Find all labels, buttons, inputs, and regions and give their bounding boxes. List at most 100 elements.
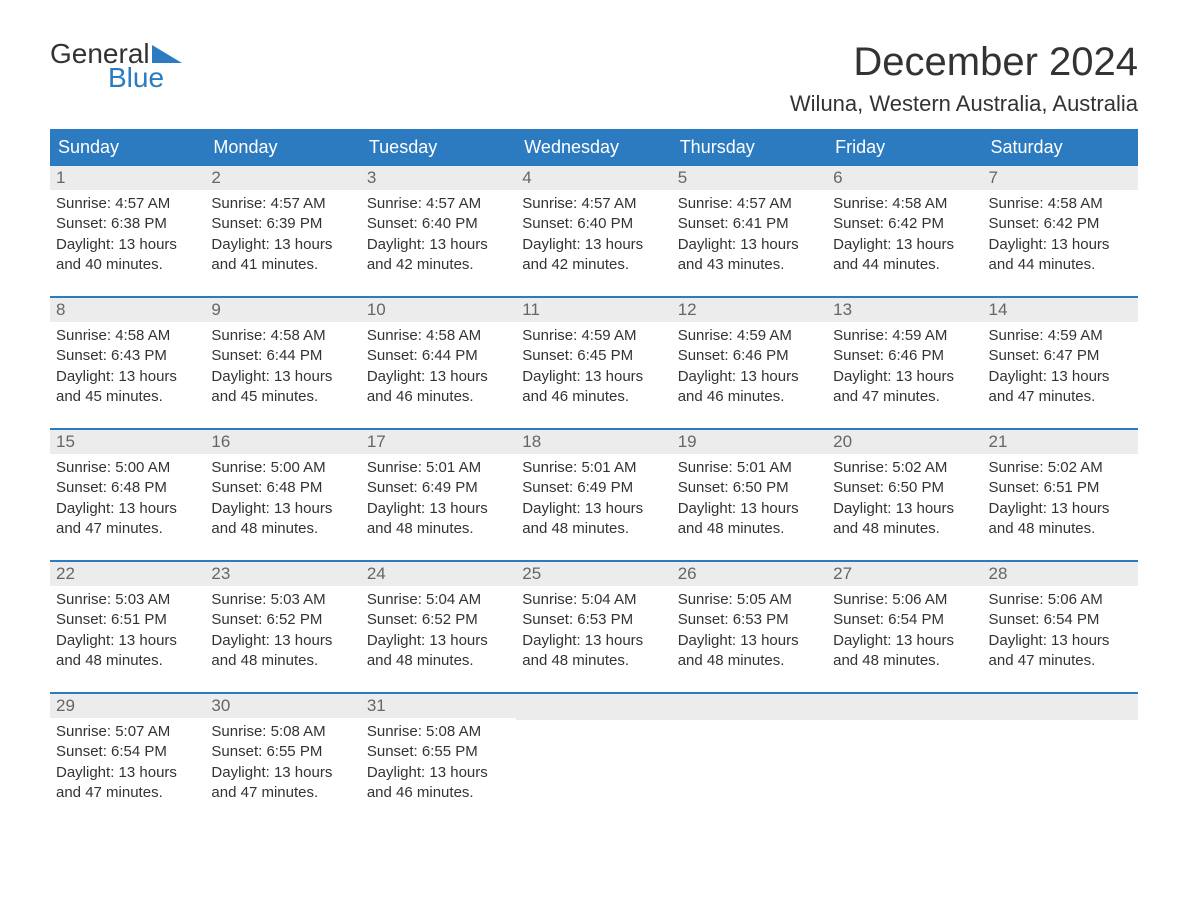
sunset-text: Sunset: 6:52 PM — [367, 610, 510, 630]
sunrise-text: Sunrise: 4:58 AM — [367, 326, 510, 346]
daylight-text: Daylight: 13 hours and 41 minutes. — [211, 235, 354, 276]
day-header-sunday: Sunday — [50, 129, 205, 166]
day-number: 6 — [827, 166, 982, 190]
day-cell: 10Sunrise: 4:58 AMSunset: 6:44 PMDayligh… — [361, 298, 516, 428]
sunrise-text: Sunrise: 5:07 AM — [56, 722, 199, 742]
sunset-text: Sunset: 6:50 PM — [833, 478, 976, 498]
day-number: 24 — [361, 562, 516, 586]
daylight-text: Daylight: 13 hours and 48 minutes. — [989, 499, 1132, 540]
sunrise-text: Sunrise: 5:02 AM — [833, 458, 976, 478]
day-number: 15 — [50, 430, 205, 454]
day-content: Sunrise: 5:01 AMSunset: 6:50 PMDaylight:… — [672, 454, 827, 555]
sunrise-text: Sunrise: 5:00 AM — [211, 458, 354, 478]
day-cell — [672, 694, 827, 824]
logo-text-blue: Blue — [108, 64, 164, 92]
location-text: Wiluna, Western Australia, Australia — [790, 91, 1138, 117]
day-number: 25 — [516, 562, 671, 586]
day-content: Sunrise: 4:58 AMSunset: 6:42 PMDaylight:… — [827, 190, 982, 291]
day-header-thursday: Thursday — [672, 129, 827, 166]
title-block: December 2024 Wiluna, Western Australia,… — [790, 40, 1138, 117]
day-cell — [827, 694, 982, 824]
day-number: 30 — [205, 694, 360, 718]
daylight-text: Daylight: 13 hours and 46 minutes. — [367, 763, 510, 804]
daylight-text: Daylight: 13 hours and 47 minutes. — [989, 367, 1132, 408]
day-cell: 14Sunrise: 4:59 AMSunset: 6:47 PMDayligh… — [983, 298, 1138, 428]
day-number: 8 — [50, 298, 205, 322]
sunrise-text: Sunrise: 4:59 AM — [678, 326, 821, 346]
daylight-text: Daylight: 13 hours and 47 minutes. — [833, 367, 976, 408]
day-number: 31 — [361, 694, 516, 718]
day-number: 28 — [983, 562, 1138, 586]
sunset-text: Sunset: 6:48 PM — [211, 478, 354, 498]
day-number: 10 — [361, 298, 516, 322]
sunset-text: Sunset: 6:51 PM — [989, 478, 1132, 498]
day-cell: 4Sunrise: 4:57 AMSunset: 6:40 PMDaylight… — [516, 166, 671, 296]
day-number: 1 — [50, 166, 205, 190]
day-number: 26 — [672, 562, 827, 586]
day-number — [516, 694, 671, 720]
day-number: 18 — [516, 430, 671, 454]
day-content: Sunrise: 5:06 AMSunset: 6:54 PMDaylight:… — [827, 586, 982, 687]
day-cell: 19Sunrise: 5:01 AMSunset: 6:50 PMDayligh… — [672, 430, 827, 560]
day-header-saturday: Saturday — [983, 129, 1138, 166]
day-cell: 21Sunrise: 5:02 AMSunset: 6:51 PMDayligh… — [983, 430, 1138, 560]
sunrise-text: Sunrise: 4:58 AM — [211, 326, 354, 346]
day-cell: 27Sunrise: 5:06 AMSunset: 6:54 PMDayligh… — [827, 562, 982, 692]
sunrise-text: Sunrise: 5:04 AM — [522, 590, 665, 610]
sunrise-text: Sunrise: 5:08 AM — [211, 722, 354, 742]
day-content: Sunrise: 4:57 AMSunset: 6:40 PMDaylight:… — [516, 190, 671, 291]
sunrise-text: Sunrise: 4:58 AM — [989, 194, 1132, 214]
day-content: Sunrise: 5:02 AMSunset: 6:51 PMDaylight:… — [983, 454, 1138, 555]
daylight-text: Daylight: 13 hours and 48 minutes. — [833, 631, 976, 672]
day-content: Sunrise: 4:58 AMSunset: 6:44 PMDaylight:… — [205, 322, 360, 423]
sunset-text: Sunset: 6:54 PM — [833, 610, 976, 630]
week-row: 1Sunrise: 4:57 AMSunset: 6:38 PMDaylight… — [50, 166, 1138, 296]
week-row: 22Sunrise: 5:03 AMSunset: 6:51 PMDayligh… — [50, 560, 1138, 692]
sunset-text: Sunset: 6:53 PM — [678, 610, 821, 630]
day-number — [983, 694, 1138, 720]
daylight-text: Daylight: 13 hours and 48 minutes. — [367, 499, 510, 540]
day-cell: 24Sunrise: 5:04 AMSunset: 6:52 PMDayligh… — [361, 562, 516, 692]
day-content: Sunrise: 5:03 AMSunset: 6:52 PMDaylight:… — [205, 586, 360, 687]
day-number: 2 — [205, 166, 360, 190]
day-number: 5 — [672, 166, 827, 190]
sunset-text: Sunset: 6:50 PM — [678, 478, 821, 498]
sunrise-text: Sunrise: 5:03 AM — [56, 590, 199, 610]
sunrise-text: Sunrise: 5:01 AM — [522, 458, 665, 478]
sunrise-text: Sunrise: 4:57 AM — [56, 194, 199, 214]
day-cell: 25Sunrise: 5:04 AMSunset: 6:53 PMDayligh… — [516, 562, 671, 692]
day-content: Sunrise: 5:04 AMSunset: 6:52 PMDaylight:… — [361, 586, 516, 687]
sunset-text: Sunset: 6:42 PM — [989, 214, 1132, 234]
daylight-text: Daylight: 13 hours and 48 minutes. — [522, 499, 665, 540]
sunrise-text: Sunrise: 4:57 AM — [678, 194, 821, 214]
day-header-wednesday: Wednesday — [516, 129, 671, 166]
sunset-text: Sunset: 6:53 PM — [522, 610, 665, 630]
sunset-text: Sunset: 6:55 PM — [211, 742, 354, 762]
sunset-text: Sunset: 6:51 PM — [56, 610, 199, 630]
daylight-text: Daylight: 13 hours and 40 minutes. — [56, 235, 199, 276]
daylight-text: Daylight: 13 hours and 46 minutes. — [678, 367, 821, 408]
day-cell: 18Sunrise: 5:01 AMSunset: 6:49 PMDayligh… — [516, 430, 671, 560]
day-content: Sunrise: 5:06 AMSunset: 6:54 PMDaylight:… — [983, 586, 1138, 687]
sunrise-text: Sunrise: 5:05 AM — [678, 590, 821, 610]
day-header-monday: Monday — [205, 129, 360, 166]
sunset-text: Sunset: 6:43 PM — [56, 346, 199, 366]
day-content: Sunrise: 4:57 AMSunset: 6:40 PMDaylight:… — [361, 190, 516, 291]
day-content — [672, 720, 827, 820]
sunset-text: Sunset: 6:46 PM — [678, 346, 821, 366]
day-cell: 7Sunrise: 4:58 AMSunset: 6:42 PMDaylight… — [983, 166, 1138, 296]
day-content — [516, 720, 671, 820]
day-content: Sunrise: 4:59 AMSunset: 6:46 PMDaylight:… — [827, 322, 982, 423]
daylight-text: Daylight: 13 hours and 43 minutes. — [678, 235, 821, 276]
day-cell: 8Sunrise: 4:58 AMSunset: 6:43 PMDaylight… — [50, 298, 205, 428]
daylight-text: Daylight: 13 hours and 47 minutes. — [56, 499, 199, 540]
day-content: Sunrise: 5:08 AMSunset: 6:55 PMDaylight:… — [205, 718, 360, 819]
daylight-text: Daylight: 13 hours and 48 minutes. — [678, 499, 821, 540]
day-number: 21 — [983, 430, 1138, 454]
daylight-text: Daylight: 13 hours and 48 minutes. — [678, 631, 821, 672]
sunset-text: Sunset: 6:41 PM — [678, 214, 821, 234]
day-number: 23 — [205, 562, 360, 586]
day-cell: 3Sunrise: 4:57 AMSunset: 6:40 PMDaylight… — [361, 166, 516, 296]
day-cell: 2Sunrise: 4:57 AMSunset: 6:39 PMDaylight… — [205, 166, 360, 296]
sunset-text: Sunset: 6:52 PM — [211, 610, 354, 630]
